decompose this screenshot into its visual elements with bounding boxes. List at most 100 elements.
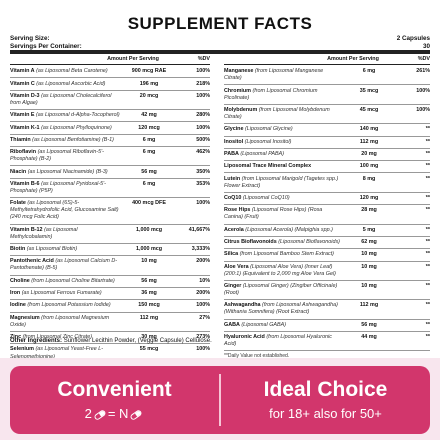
nutrient-dv: 100% <box>196 92 210 99</box>
nutrient-source: (Liposomal GABA) <box>241 321 287 328</box>
nutrient-name-cell: Vitamin D-3 (as Liposomal Cholecalcifero… <box>10 93 120 107</box>
nutrient-row: Molybdenum (from Liposomal Molybdenum Ci… <box>224 105 430 125</box>
nutrient-name: GABA <box>224 321 240 328</box>
nutrient-amount: 140 mg <box>359 126 379 133</box>
nutrient-source: (as Liposomal Pyridoxal-5'-Phosphate) (P… <box>10 180 106 194</box>
nutrient-row: CoQ10 (Liposomal CoQ10) 120 mg ** <box>224 193 430 206</box>
nutrient-source: (from Liposomal Ashwagandha) (Withania S… <box>224 302 338 316</box>
nutrient-source: (from Liposomal Manganese Citrate) <box>224 68 324 82</box>
nutrient-source: (from Liposomal Chromium Picolinate) <box>224 87 318 101</box>
nutrient-dv: ** <box>425 283 430 290</box>
nutrient-name: Choline <box>10 277 30 284</box>
nutrient-name: Vitamin A <box>10 68 35 75</box>
nutrient-amount: 56 mg <box>141 168 157 175</box>
nutrient-dv: 100% <box>196 124 210 131</box>
nutrient-name: Zinc <box>10 334 22 341</box>
nutrient-name-cell: Vitamin E (as Liposomal d-Alpha-Tocopher… <box>10 112 120 119</box>
nutrient-source: (from Liposomal Molybdenum Citrate) <box>224 106 330 120</box>
capsule-icon <box>129 408 144 421</box>
nutrient-amount: 400 mcg DFE <box>132 200 166 207</box>
nutrient-dv: 100% <box>416 106 430 113</box>
nutrient-dv: 273% <box>196 334 210 341</box>
nutrient-amount: 10 mg <box>141 258 157 265</box>
nutrient-dv: ** <box>425 195 430 201</box>
dv-note: **Daily Value not established. <box>224 353 290 360</box>
serving-size-label: Serving Size: <box>10 35 50 42</box>
nutrient-dv: 200% <box>196 258 210 265</box>
nutrient-amount: 56 mg <box>141 277 157 284</box>
nutrient-amount: 196 mg <box>139 80 159 87</box>
nutrient-amount: 10 mg <box>361 283 377 290</box>
nutrient-amount: 45 mcg <box>359 106 379 113</box>
nutrient-dv: ** <box>425 321 430 328</box>
nutrient-dv: 218% <box>196 80 210 87</box>
nutrient-name-cell: Iodine (from Liposomal Potassium Iodide) <box>10 302 120 309</box>
nutrient-source: (as Liposomal Benfotiamine) (B-1) <box>32 136 114 143</box>
nutrient-row: Vitamin A (as Liposomal Beta Carotene) 90… <box>10 66 210 79</box>
nutrient-amount: 35 mcg <box>359 87 379 94</box>
dose-count: 2 <box>84 406 92 421</box>
nutrient-name-cell: PABA (Liposomal PABA) <box>224 151 340 158</box>
nutrient-name: Liposomal Trace Mineral Complex <box>224 163 312 170</box>
nutrient-name-cell: Liposomal Trace Mineral Complex <box>224 163 340 170</box>
nutrient-dv: 100% <box>196 302 210 309</box>
nutrient-name: CoQ10 <box>224 195 242 201</box>
promo-divider <box>219 374 221 426</box>
nutrient-dv: ** <box>425 150 430 157</box>
right-column-header: Amount Per Serving %DV <box>224 56 430 66</box>
nutrient-dv: 280% <box>196 112 210 119</box>
nutrient-name-cell: Vitamin K-1 (as Liposomal Phylloquinone) <box>10 125 120 132</box>
nutrient-name-cell: Rose Hips (Liposomal Rose Hips) (Rosa Ca… <box>224 207 340 221</box>
dv-header: %DV <box>417 56 430 62</box>
nutrient-name-cell: Ashwagandha (from Liposomal Ashwagandha)… <box>224 302 340 316</box>
nutrient-amount: 150 mcg <box>138 302 160 309</box>
nutrient-name: Chromium <box>224 87 251 94</box>
right-nutrient-list: Manganese (from Liposomal Manganese Citr… <box>224 66 430 352</box>
nutrient-dv: ** <box>425 207 430 214</box>
nutrient-dv: 100% <box>196 346 210 353</box>
nutrient-source: (Liposomal Inositol) <box>244 138 292 145</box>
nutrient-dv: ** <box>425 138 430 145</box>
nutrient-name: Vitamin D-3 <box>10 92 40 99</box>
nutrient-name-cell: Molybdenum (from Liposomal Molybdenum Ci… <box>224 107 340 121</box>
nutrient-source: (as Liposomal Ascorbic Acid) <box>36 80 106 87</box>
nutrient-name-cell: Glycine (Liposomal Glycine) <box>224 126 340 133</box>
nutrient-source: (as Liposomal d-Alpha-Tocopherol) <box>35 112 120 119</box>
nutrient-name-cell: Iron (as Liposomal Ferrous Fumarate) <box>10 290 120 297</box>
nutrient-amount: 20 mcg <box>139 92 159 99</box>
nutrient-row: Aloe Vera (Liposomal Aloe Vera) (Inner L… <box>224 262 430 281</box>
nutrient-dv: 462% <box>196 149 210 156</box>
nutrient-dv: ** <box>425 163 430 170</box>
other-ingredients: Other Ingredients: Sunflower Lecithin Po… <box>10 338 430 344</box>
nutrient-row: Ginger (Liposomal Ginger) (Zingiber Offi… <box>224 281 430 301</box>
nutrient-name: Pantothenic Acid <box>10 258 54 265</box>
nutrient-name: Inositol <box>224 138 244 145</box>
nutrient-name: Glycine <box>224 126 244 133</box>
nutrient-source: (Liposomal Rose Hips) (Rosa Canina) (Fru… <box>224 207 323 221</box>
nutrient-row: Iron (as Liposomal Ferrous Fumarate) 36 m… <box>10 288 210 301</box>
nutrient-name: PABA <box>224 150 239 157</box>
nutrient-dv: ** <box>425 251 430 258</box>
nutrient-amount: 55 mcg <box>139 346 159 353</box>
nutrient-amount: 120 mcg <box>138 124 160 131</box>
nutrient-row: Vitamin B-6 (as Liposomal Pyridoxal-5'-P… <box>10 179 210 199</box>
nutrient-source: (from Liposomal Bamboo Stem Extract) <box>239 251 334 258</box>
nutrient-amount: 6 mg <box>362 68 376 75</box>
nutrient-dv: ** <box>425 334 430 341</box>
nutrient-name-cell: Selenium (as Liposomal Yeast-Free L-Sele… <box>10 346 120 360</box>
nutrient-amount: 112 mg <box>359 302 379 309</box>
nutrient-name-cell: CoQ10 (Liposomal CoQ10) <box>224 195 340 202</box>
nutrient-name: Aloe Vera <box>224 263 249 270</box>
nutrient-name: Molybdenum <box>224 106 258 113</box>
nutrient-name-cell: Chromium (from Liposomal Chromium Picoli… <box>224 88 340 102</box>
nutrient-name-cell: Choline (from Liposomal Choline Bitartra… <box>10 278 120 285</box>
nutrient-name: Riboflavin <box>10 149 37 156</box>
nutrient-dv: 100% <box>196 200 210 207</box>
nutrient-amount: 1,000 mcg <box>135 246 163 253</box>
nutrient-source: (Liposomal Aloe Vera) (Inner Leaf) (200:… <box>224 263 336 277</box>
nutrient-source: (as Liposomal Niacinamide) (B-3) <box>27 168 108 175</box>
nutrient-row: Lutein (from Liposomal Marigold (Tagetes… <box>224 173 430 193</box>
nutrient-name: Thiamin <box>10 136 31 143</box>
nutrient-name-cell: Vitamin B-12 (as Liposomal Methylcobalam… <box>10 227 120 241</box>
nutrient-amount: 42 mg <box>141 112 157 119</box>
